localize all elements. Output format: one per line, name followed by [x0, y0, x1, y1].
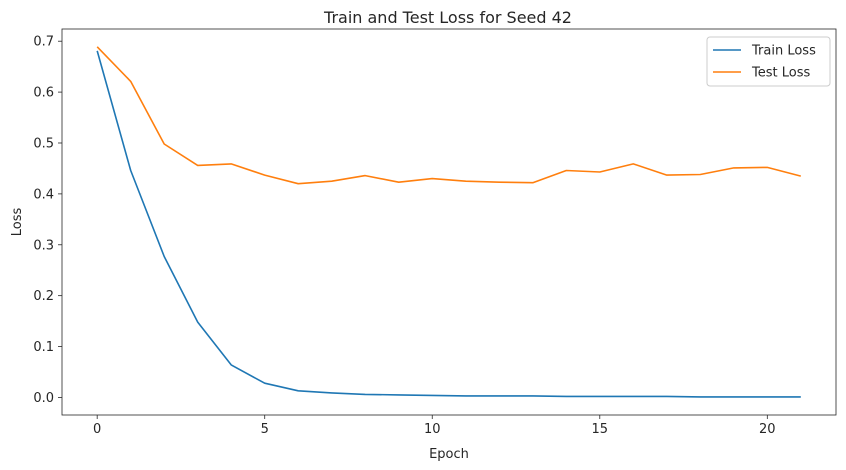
y-tick-label: 0.5 — [33, 136, 54, 151]
series-line-test-loss — [96, 46, 802, 185]
y-tick-label: 0.3 — [33, 238, 54, 253]
chart-title: Train and Test Loss for Seed 42 — [323, 8, 572, 27]
y-tick-label: 0.7 — [33, 35, 54, 50]
plot-frame — [61, 28, 837, 416]
y-axis: 0.0 0.1 0.2 0.3 0.4 0.5 0.6 0.7 — [33, 35, 62, 406]
y-axis-label: Loss — [10, 208, 25, 237]
legend-label: Test Loss — [751, 66, 810, 81]
y-tick-label: 0.6 — [33, 86, 54, 101]
legend-label: Train Loss — [751, 44, 816, 59]
y-tick-label: 0.1 — [33, 340, 54, 355]
x-tick-label: 10 — [424, 422, 441, 437]
y-tick-label: 0.0 — [33, 391, 54, 406]
series-lines — [96, 46, 802, 398]
x-tick-label: 15 — [592, 422, 609, 437]
x-tick-label: 20 — [759, 422, 776, 437]
y-tick-label: 0.2 — [33, 289, 54, 304]
x-axis-label: Epoch — [429, 447, 469, 462]
legend: Train Loss Test Loss — [706, 36, 831, 87]
y-tick-label: 0.4 — [33, 187, 54, 202]
x-tick-label: 0 — [93, 422, 101, 437]
plot-area — [61, 28, 837, 416]
x-tick-label: 5 — [261, 422, 269, 437]
series-line-train-loss — [96, 50, 801, 398]
x-axis: 0 5 10 15 20 — [93, 415, 776, 437]
